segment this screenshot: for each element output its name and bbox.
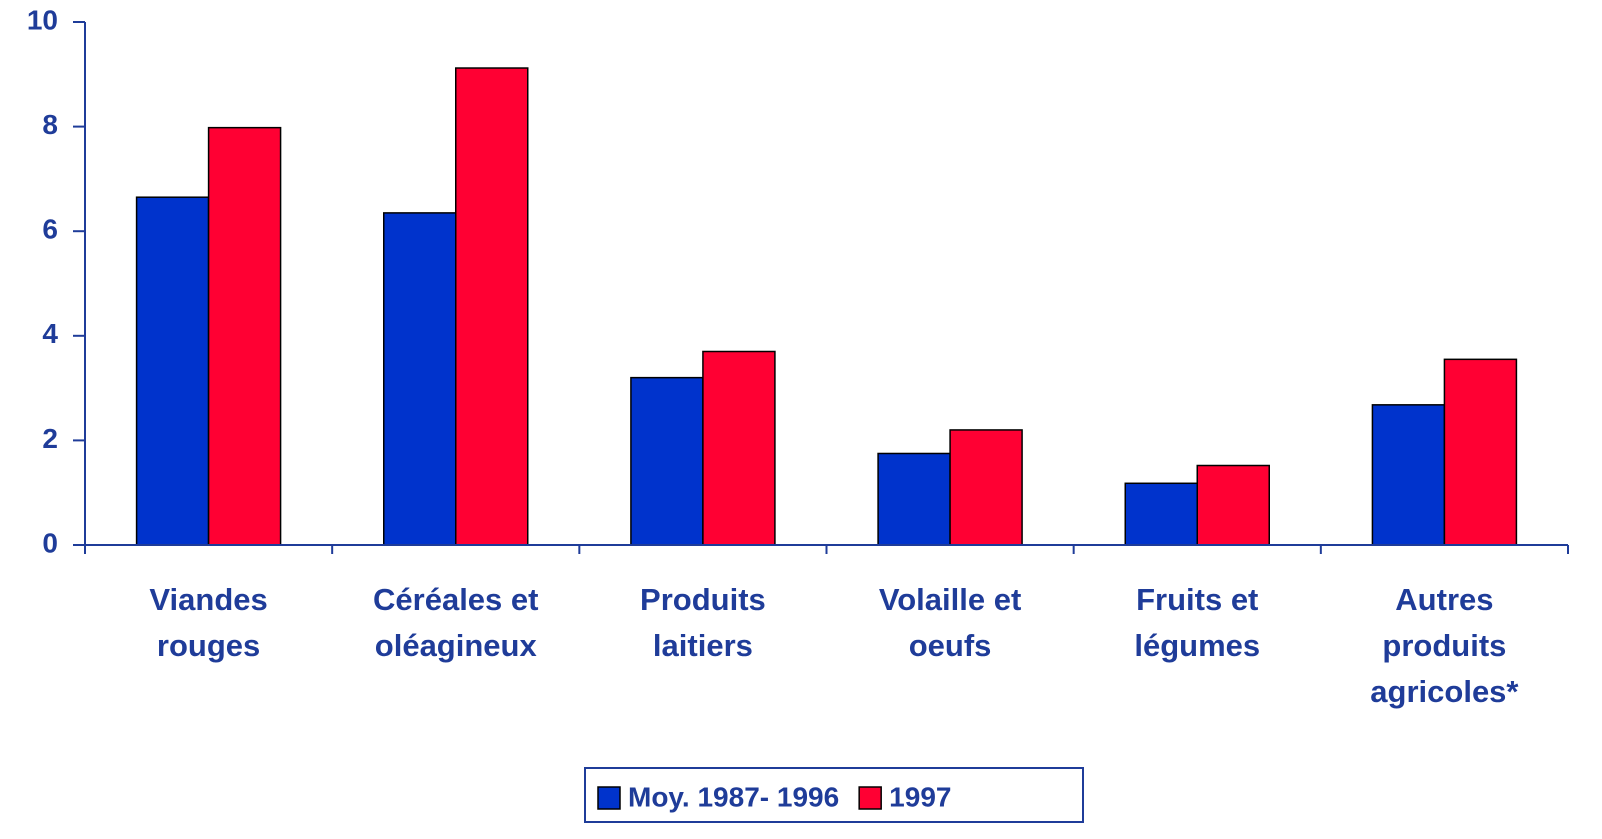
legend-swatch [858, 786, 882, 810]
bar [1124, 482, 1198, 546]
y-tick-label: 4 [42, 318, 58, 349]
bar [455, 67, 529, 546]
legend-swatch [597, 786, 621, 810]
bar [949, 429, 1023, 546]
y-tick-label: 2 [42, 423, 58, 454]
x-tick-label: Autres produits agricoles* [1370, 582, 1519, 709]
legend-label: Moy. 1987- 1996 [628, 781, 839, 812]
y-tick-label: 8 [42, 109, 58, 140]
y-tick-label: 0 [42, 527, 58, 558]
bar [877, 452, 951, 546]
y-tick-label: 10 [27, 4, 58, 35]
bar [1443, 358, 1518, 546]
legend-label: 1997 [889, 781, 951, 812]
bar [383, 212, 457, 546]
bar [1371, 404, 1446, 546]
y-tick-label: 6 [42, 214, 58, 245]
bar [702, 350, 776, 546]
bar [135, 196, 210, 546]
bar [207, 126, 282, 546]
x-tick-label: Fruits et légumes [1134, 582, 1261, 663]
x-tick-label: Volaille et oeufs [878, 582, 1022, 663]
x-tick-label: Viandes rouges [149, 582, 268, 663]
bar [1196, 464, 1270, 546]
x-tick-label: Céréales et oléagineux [373, 582, 539, 663]
bar [630, 376, 704, 546]
x-tick-label: Produits laitiers [640, 582, 766, 663]
legend-box [584, 767, 1084, 823]
